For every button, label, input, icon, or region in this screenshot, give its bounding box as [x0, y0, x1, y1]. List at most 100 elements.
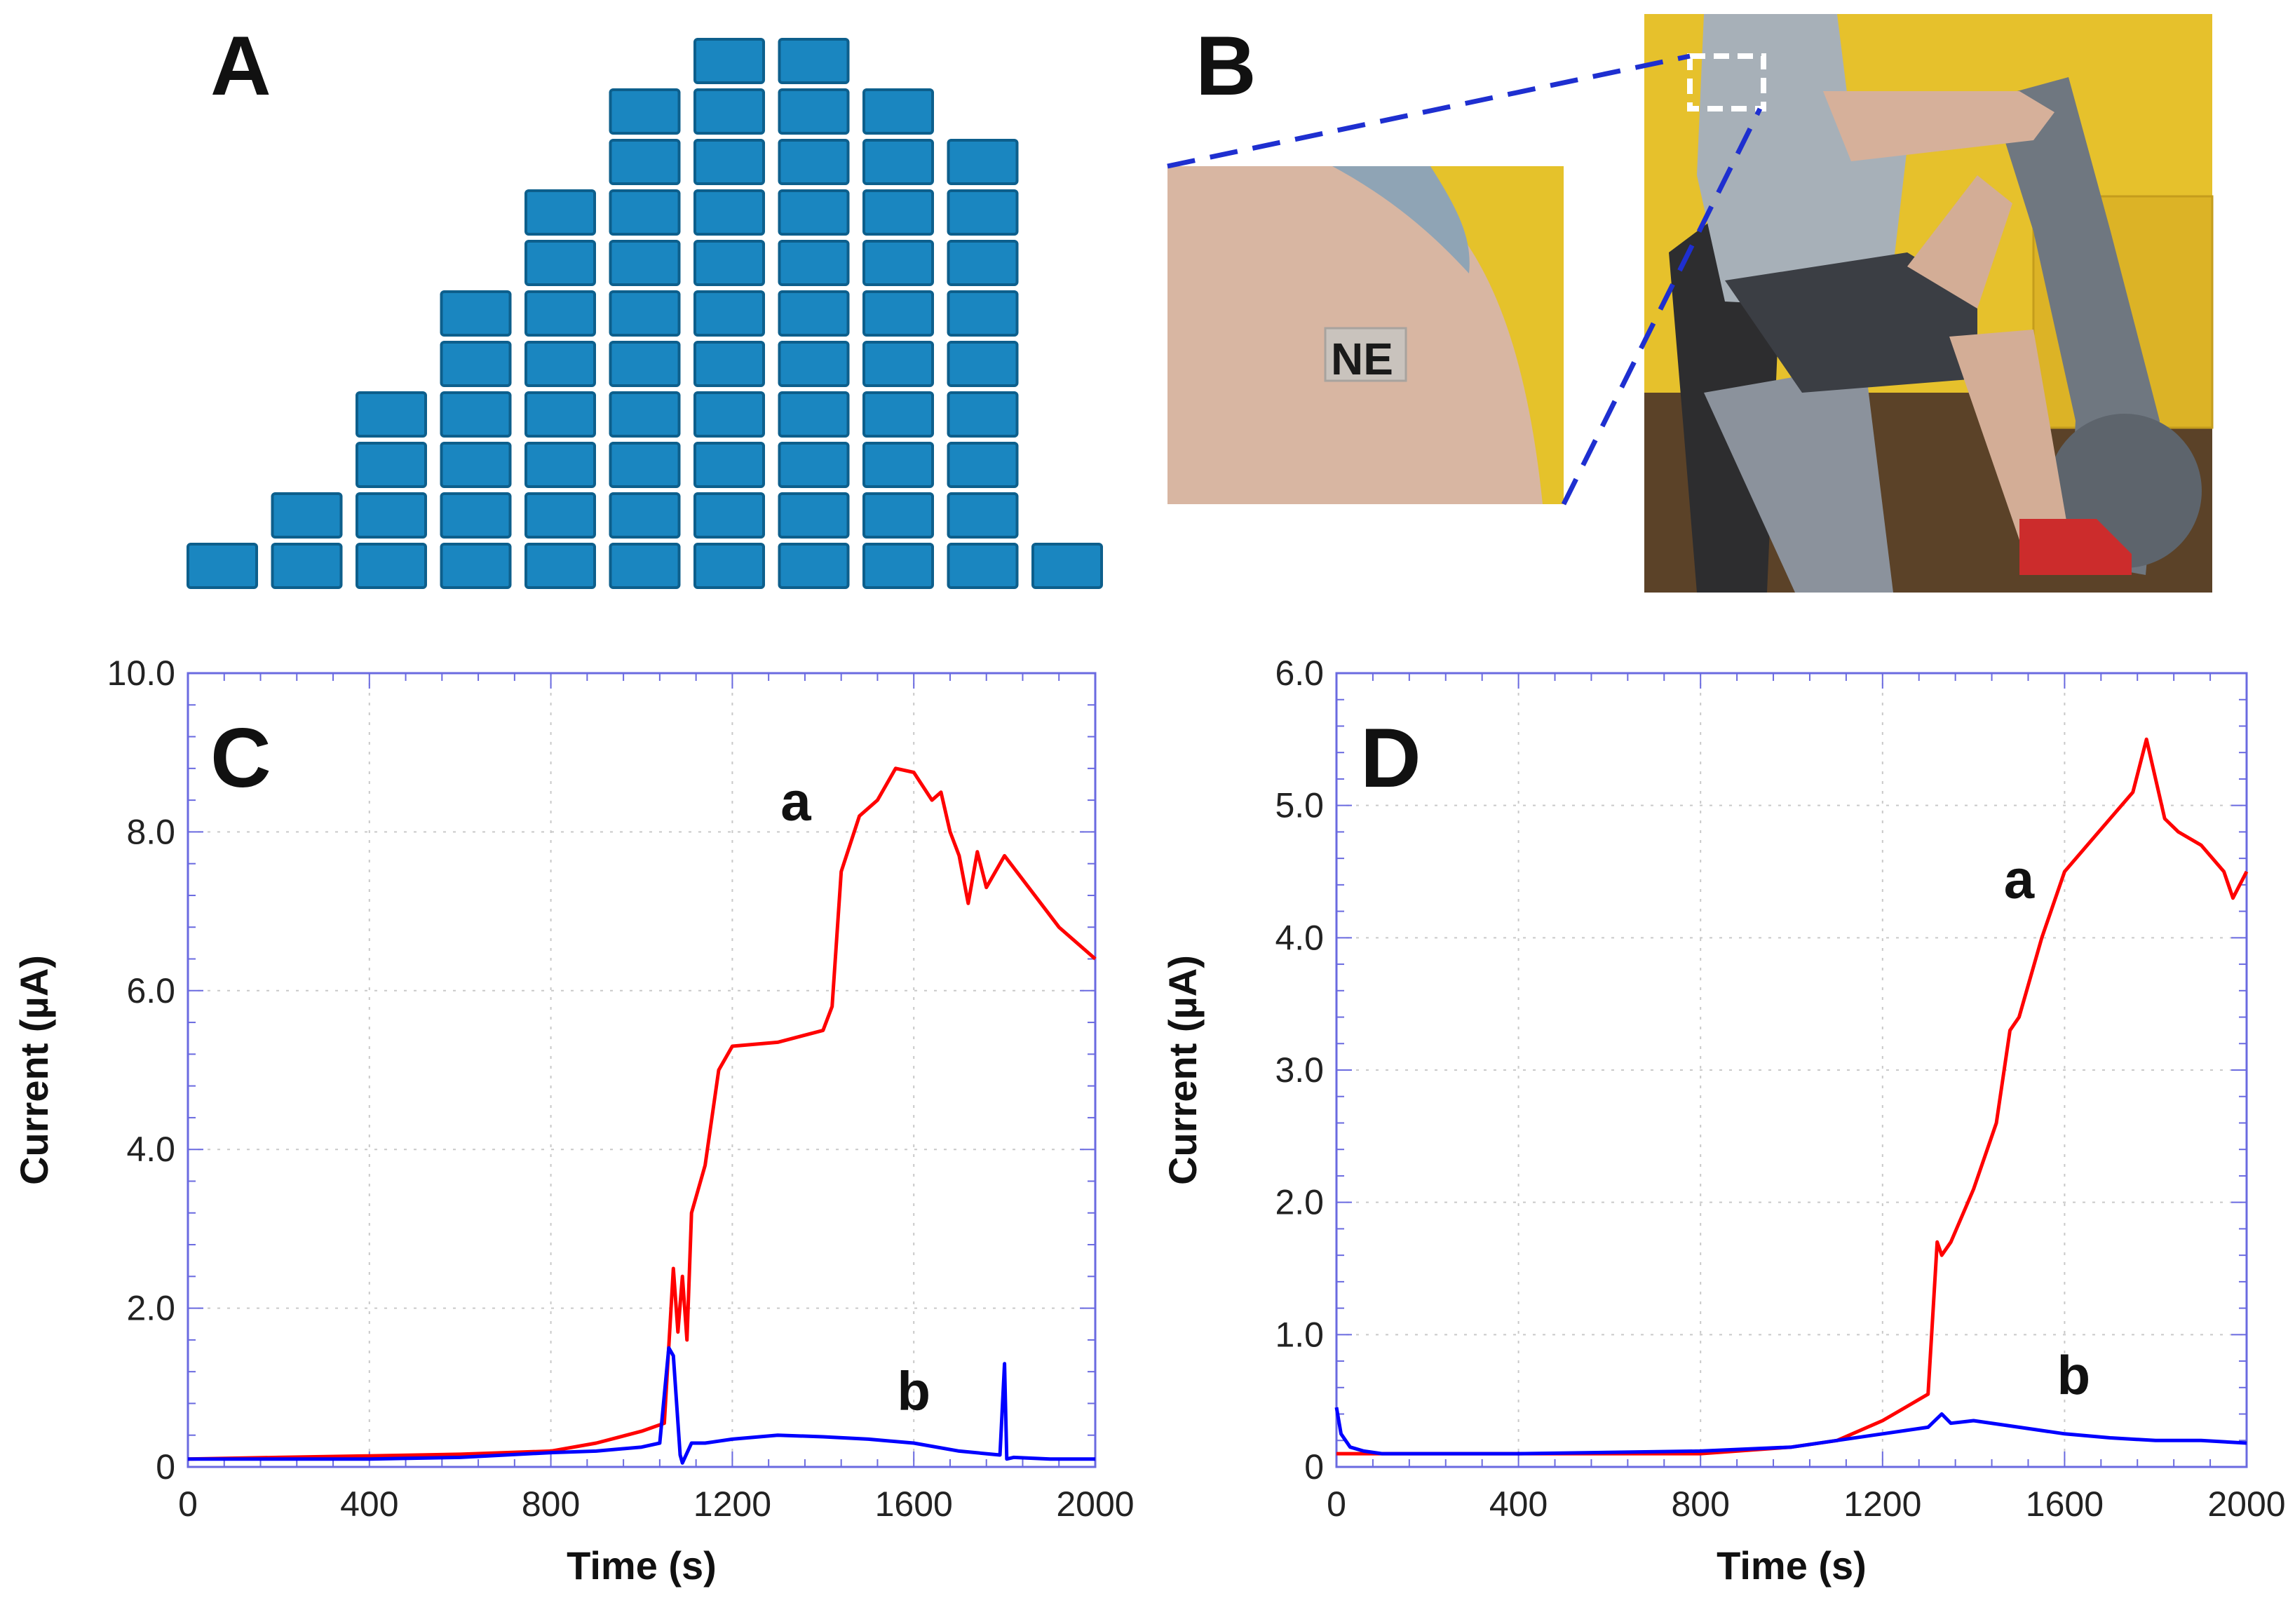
- zoom-line-bottom: [1561, 107, 1763, 506]
- histogram-block: [693, 492, 765, 539]
- histogram-block: [862, 341, 934, 387]
- x-tick-label: 0: [178, 1484, 198, 1524]
- histogram-block: [947, 543, 1019, 589]
- y-tick-label: 3.0: [1275, 1050, 1324, 1090]
- x-tick-label: 0: [1327, 1484, 1346, 1524]
- histogram-block: [947, 290, 1019, 337]
- subject-thigh: [1907, 175, 2012, 309]
- histogram-block: [271, 543, 343, 589]
- histogram-block: [693, 442, 765, 488]
- series-line-b: [1334, 1407, 2247, 1456]
- x-tick-label: 1200: [693, 1484, 771, 1524]
- series-label-b: b: [2057, 1344, 2091, 1406]
- histogram-block: [862, 240, 934, 286]
- histogram-block: [524, 442, 596, 488]
- stacked-blocks-histogram: [187, 38, 1103, 589]
- x-tick-label: 1600: [2026, 1484, 2104, 1524]
- tattoo-patch: [1324, 327, 1407, 382]
- histogram-block: [862, 88, 934, 135]
- histogram-block: [356, 543, 427, 589]
- panel-label-a: A: [210, 19, 271, 113]
- series-label-a: a: [2004, 848, 2035, 910]
- x-tick-label: 400: [1489, 1484, 1548, 1524]
- histogram-block: [778, 189, 850, 236]
- y-tick-label: 10.0: [107, 654, 175, 693]
- histogram-block: [609, 189, 681, 236]
- histogram-block: [609, 543, 681, 589]
- x-tick-label: 400: [340, 1484, 398, 1524]
- histogram-block: [693, 88, 765, 135]
- x-tick-label: 1600: [875, 1484, 953, 1524]
- y-tick-label: 0: [156, 1447, 175, 1487]
- y-tick-label: 6.0: [1275, 654, 1324, 693]
- histogram-block: [271, 492, 343, 539]
- histogram-block: [356, 442, 427, 488]
- histogram-block: [862, 189, 934, 236]
- histogram-block: [524, 240, 596, 286]
- subject-shoe: [2019, 519, 2132, 575]
- histogram-block: [778, 38, 850, 84]
- bike-frame: [1704, 365, 1893, 593]
- x-tick-label: 800: [1671, 1484, 1729, 1524]
- chart-d: D 0 400 800 1200 1600 2000 0 1.0 2.0 3.0 4.0 5.0 6.0…: [1160, 654, 2286, 1588]
- series-label-a: a: [780, 770, 811, 832]
- subject-shirt: [1697, 14, 1907, 309]
- histogram-block: [947, 442, 1019, 488]
- patch-text: NE: [1331, 334, 1393, 384]
- x-tick-label: 800: [522, 1484, 580, 1524]
- y-axis-title: Current (µA): [12, 955, 56, 1185]
- histogram-block: [356, 391, 427, 438]
- chart-c: C 0 400 800 1200 1600 2000 0 2.0 4.0 6.0 8.0 10.0 Ti…: [12, 654, 1135, 1588]
- histogram-block: [609, 391, 681, 438]
- series-line-a: [187, 766, 1097, 1461]
- panel-label-c: C: [210, 711, 271, 805]
- y-tick-label: 4.0: [1275, 918, 1324, 957]
- histogram-block: [862, 290, 934, 337]
- histogram-block: [440, 341, 512, 387]
- histogram-block: [778, 88, 850, 135]
- x-tick-label: 1200: [1843, 1484, 1921, 1524]
- patch-location-marker: [1687, 53, 1766, 111]
- subject-shorts: [1725, 252, 1977, 393]
- histogram-block: [609, 492, 681, 539]
- histogram-block: [947, 139, 1019, 185]
- histogram-block: [862, 492, 934, 539]
- histogram-block: [440, 442, 512, 488]
- y-tick-label: 0: [1304, 1447, 1324, 1487]
- histogram-block: [356, 492, 427, 539]
- histogram-block: [1031, 543, 1103, 589]
- histogram-block: [693, 189, 765, 236]
- histogram-block: [947, 492, 1019, 539]
- histogram-block: [947, 391, 1019, 438]
- histogram-block: [609, 88, 681, 135]
- histogram-block: [693, 341, 765, 387]
- y-tick-label: 8.0: [126, 812, 175, 851]
- plot-frame: [187, 672, 1097, 1468]
- panel-a: A: [187, 19, 1103, 589]
- y-tick-label: 1.0: [1275, 1315, 1324, 1354]
- x-tick-label: 2000: [1056, 1484, 1134, 1524]
- histogram-block: [862, 139, 934, 185]
- zoom-line-top: [1167, 53, 1691, 169]
- histogram-block: [693, 391, 765, 438]
- histogram-block: [778, 240, 850, 286]
- histogram-block: [693, 38, 765, 84]
- histogram-block: [693, 290, 765, 337]
- panel-label-b: B: [1196, 19, 1257, 113]
- histogram-block: [778, 543, 850, 589]
- histogram-block: [693, 139, 765, 185]
- histogram-block: [524, 492, 596, 539]
- cycling-photo: [1644, 14, 2214, 593]
- x-tick-label: 2000: [2207, 1484, 2285, 1524]
- series-line-a: [1336, 737, 2249, 1456]
- histogram-block: [187, 543, 258, 589]
- histogram-block: [862, 543, 934, 589]
- patch-closeup-photo: NE: [1167, 166, 1564, 504]
- subject-shin: [1949, 330, 2069, 540]
- histogram-block: [947, 240, 1019, 286]
- histogram-block: [947, 189, 1019, 236]
- y-tick-label: 2.0: [1275, 1183, 1324, 1222]
- histogram-block: [440, 543, 512, 589]
- histogram-block: [609, 341, 681, 387]
